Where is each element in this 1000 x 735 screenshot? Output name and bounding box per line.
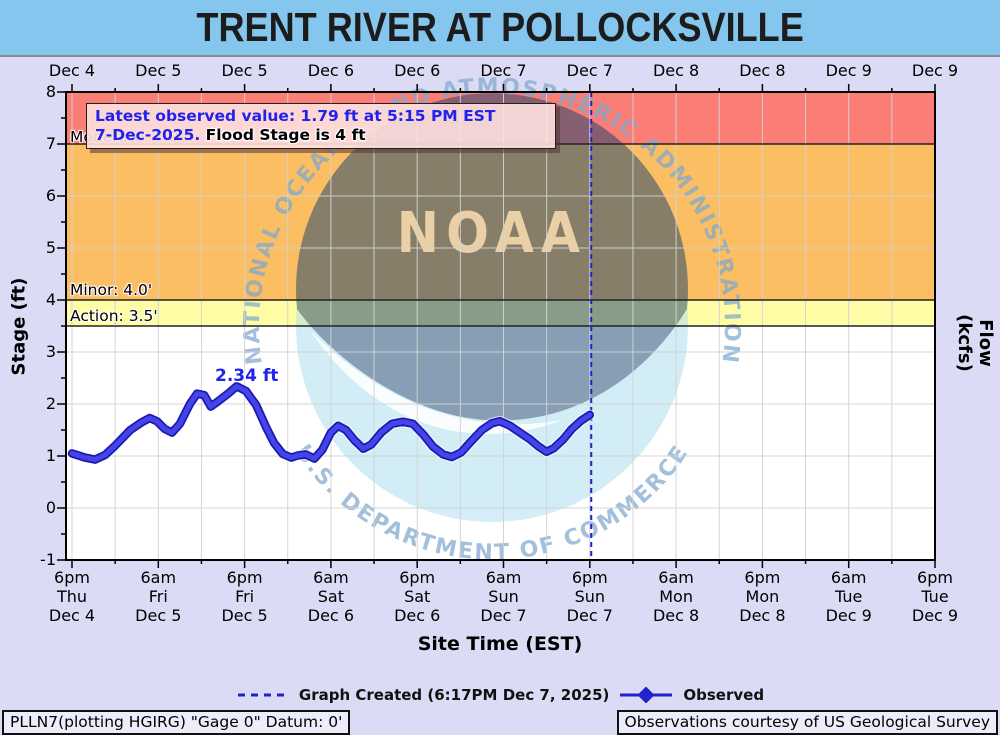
y-tick-label: 6	[45, 186, 56, 205]
top-date-label: Dec 9	[825, 61, 872, 80]
y-tick-label: 5	[45, 238, 56, 257]
legend: Graph Created (6:17PM Dec 7, 2025) Obser…	[0, 686, 1000, 704]
gage-datum-box: PLLN7(plotting HGIRG) "Gage 0" Datum: 0'	[2, 710, 351, 735]
x-tick-label: 6am Sat Dec 6	[307, 568, 354, 625]
x-tick-label: 6am Tue Dec 9	[825, 568, 872, 625]
x-tick-label: 6pm Tue Dec 9	[911, 568, 959, 625]
top-date-label: Dec 5	[221, 61, 268, 80]
top-date-label: Dec 9	[911, 61, 959, 80]
y-tick-label: 2	[45, 394, 56, 413]
top-date-label: Dec 7	[566, 61, 613, 80]
stage-axis-title: Stage (ft)	[8, 277, 30, 376]
y-tick-label: 0	[45, 498, 56, 517]
observed-line	[69, 383, 593, 463]
axis-ticks	[57, 84, 936, 568]
flood-stage-text: Flood Stage is 4 ft	[200, 126, 366, 144]
x-tick-label: 6pm Sat Dec 6	[394, 568, 441, 625]
y-tick-label: 1	[45, 446, 56, 465]
x-tick-label: 6pm Mon Dec 8	[739, 568, 786, 625]
action-stage-label: Action: 3.5'	[70, 307, 158, 325]
y-tick-label: 4	[45, 290, 56, 309]
noaa-logo-watermark: NOAA	[296, 93, 689, 522]
x-tick-label: 6pm Sun Dec 7	[566, 568, 613, 625]
created-line-sample	[237, 693, 288, 697]
y-tick-label: -1	[40, 550, 56, 569]
x-axis-title: Site Time (EST)	[417, 633, 583, 655]
y-tick-label: 3	[45, 342, 56, 361]
observed-line-sample	[620, 687, 673, 703]
top-date-label: Dec 8	[652, 61, 700, 80]
y-tick-label: 8	[45, 82, 56, 101]
x-tick-label: 6pm Fri Dec 5	[221, 568, 268, 625]
peak-value-label: 2.34 ft	[215, 366, 279, 386]
x-tick-label: 6am Mon Dec 8	[652, 568, 700, 625]
flow-axis-title: Flow (kcfs)	[954, 314, 996, 372]
x-tick-label: 6am Sun Dec 7	[480, 568, 527, 625]
noaa-logo-text: NOAA	[397, 200, 587, 265]
latest-observed-date: 7-Dec-2025.	[95, 126, 201, 144]
title-bar: TRENT RIVER AT POLLOCKSVILLE	[0, 0, 1000, 57]
y-tick-label: 7	[45, 134, 56, 153]
top-date-label: Dec 7	[480, 61, 527, 80]
page-title: TRENT RIVER AT POLLOCKSVILLE	[196, 4, 804, 50]
top-date-label: Dec 6	[307, 61, 354, 80]
top-date-label: Dec 5	[135, 61, 182, 80]
data-credit-box: Observations courtesy of US Geological S…	[616, 710, 998, 735]
top-date-label: Dec 4	[48, 61, 96, 80]
top-date-label: Dec 6	[394, 61, 441, 80]
latest-observed-text: Latest observed value: 1.79 ft at 5:15 P…	[95, 107, 496, 125]
top-date-label: Dec 8	[739, 61, 786, 80]
latest-observed-annotation: Latest observed value: 1.79 ft at 5:15 P…	[86, 103, 556, 149]
minor-stage-label: Minor: 4.0'	[70, 281, 153, 299]
legend-created-label: Graph Created (6:17PM Dec 7, 2025)	[298, 686, 610, 704]
x-tick-label: 6am Fri Dec 5	[135, 568, 182, 625]
x-tick-label: 6pm Thu Dec 4	[48, 568, 96, 625]
legend-observed-label: Observed	[683, 686, 765, 704]
